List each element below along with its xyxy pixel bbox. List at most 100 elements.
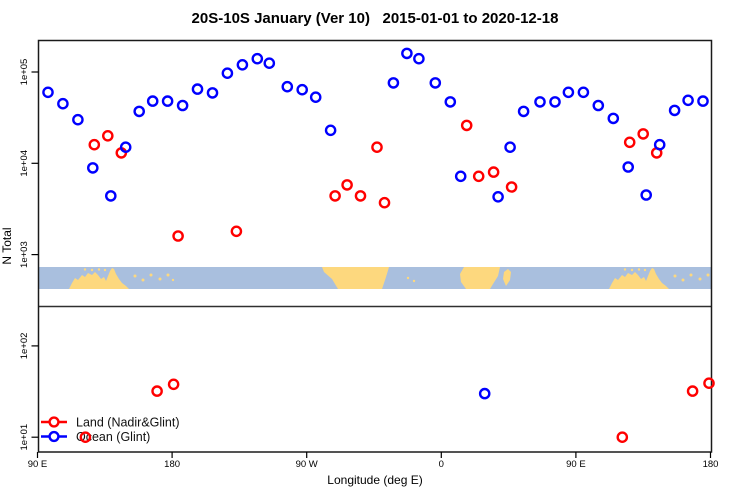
map-strip-island <box>103 268 107 272</box>
map-strip-island <box>643 268 647 272</box>
map-strip-island <box>171 278 175 282</box>
legend-item-label: Ocean (Glint) <box>76 430 150 444</box>
data-point <box>221 67 234 79</box>
map-strip-island <box>412 279 416 283</box>
data-point <box>119 141 132 153</box>
data-point <box>487 166 500 178</box>
data-point <box>79 431 92 444</box>
map-strip-island <box>133 274 137 278</box>
data-point <box>167 378 180 391</box>
y-tick-label: 1e+03 <box>19 241 30 268</box>
map-strip-island <box>90 268 94 272</box>
map-strip-island <box>623 268 627 271</box>
y-axis-title: N Total <box>0 227 14 264</box>
x-axis-title: Longitude (deg E) <box>327 473 422 487</box>
data-point <box>616 431 629 444</box>
map-strip-island <box>166 273 170 277</box>
map-strip-island <box>706 273 710 277</box>
data-point <box>87 162 99 174</box>
data-point <box>251 52 264 65</box>
data-point <box>133 105 145 118</box>
data-point <box>401 47 413 60</box>
data-point <box>354 190 367 202</box>
map-strip-land <box>69 268 129 289</box>
data-point <box>653 138 666 151</box>
data-point <box>146 95 159 107</box>
map-strip-island <box>689 273 693 277</box>
map-strip-island <box>406 276 410 280</box>
x-tick-label: 90 E <box>28 459 48 470</box>
map-strip-island <box>97 268 101 271</box>
legend-item-label: Land (Nadir&Glint) <box>76 415 180 429</box>
data-point <box>534 96 546 108</box>
data-point <box>505 181 518 193</box>
data-point <box>472 170 485 183</box>
data-point <box>622 161 635 173</box>
map-strip-island <box>673 274 677 278</box>
series-ocean <box>42 47 709 400</box>
data-point <box>230 225 243 238</box>
data-point <box>387 77 400 89</box>
map-strip <box>39 267 711 289</box>
data-point <box>478 387 491 400</box>
x-tick-label: 90 E <box>566 459 586 470</box>
map-strip-island <box>141 278 145 282</box>
x-tick-label: 90 W <box>296 459 318 470</box>
data-point <box>324 124 337 137</box>
data-point <box>429 77 442 89</box>
data-point <box>703 377 715 390</box>
plot-title: 20S-10S January (Ver 10) 2015-01-01 to 2… <box>191 10 559 27</box>
data-point <box>72 113 84 126</box>
data-point <box>549 96 561 108</box>
data-point <box>517 105 530 118</box>
data-point <box>697 95 709 107</box>
x-tick-label: 180 <box>703 459 719 470</box>
data-point <box>504 141 516 153</box>
data-point <box>454 170 467 183</box>
map-strip-island <box>637 268 641 271</box>
data-point <box>492 190 504 203</box>
data-point <box>637 128 650 140</box>
data-point <box>206 87 219 99</box>
data-point <box>668 104 681 117</box>
data-point <box>191 83 204 95</box>
data-point <box>57 97 69 110</box>
legend-marker-circle <box>48 430 60 443</box>
data-point <box>341 179 353 191</box>
y-tick-label: 1e+02 <box>19 333 30 360</box>
data-point <box>577 86 590 99</box>
map-strip-land <box>322 267 389 289</box>
data-point <box>640 189 653 201</box>
legend-marker-circle <box>48 416 60 428</box>
data-point <box>371 141 383 153</box>
data-point <box>105 190 117 202</box>
data-point <box>236 59 249 71</box>
x-tick-label: 180 <box>164 459 180 470</box>
data-point <box>460 119 473 132</box>
x-tick-label: 0 <box>439 459 444 470</box>
data-point <box>42 86 54 99</box>
data-point <box>562 86 575 99</box>
map-strip-island <box>681 278 685 282</box>
data-point <box>88 138 101 151</box>
data-point <box>102 129 114 142</box>
data-point <box>592 99 605 112</box>
map-strip-land <box>460 267 500 289</box>
y-tick-label: 1e+01 <box>19 424 30 451</box>
y-tick-label: 1e+04 <box>19 150 30 177</box>
map-strip-island <box>158 277 162 281</box>
data-point <box>263 57 276 70</box>
data-point <box>378 196 391 209</box>
data-point <box>682 94 694 107</box>
data-point <box>623 136 636 149</box>
map-strip-island <box>630 268 634 272</box>
data-point <box>151 385 163 397</box>
data-point <box>444 96 457 108</box>
map-strip-land <box>609 268 669 289</box>
data-point <box>607 112 620 125</box>
data-point <box>281 80 294 93</box>
data-point <box>309 91 322 103</box>
data-point <box>296 83 309 96</box>
